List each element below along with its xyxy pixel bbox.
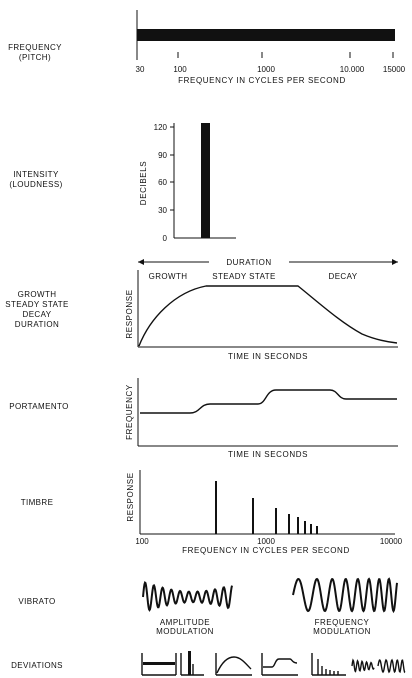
- timbre-tick-label: 1000: [257, 537, 275, 546]
- frequency-axis-label: FREQUENCY IN CYCLES PER SECOND: [178, 76, 346, 85]
- intensity-tick-label: 60: [158, 178, 167, 187]
- frequency-panel: 30 100 1000 10.000 15000 FREQUENCY IN CY…: [136, 10, 406, 85]
- frequency-tick-label: 10.000: [340, 65, 365, 74]
- deviation-glyph-partials: [311, 653, 346, 676]
- timbre-tick-label: 10000: [380, 537, 403, 546]
- portamento-time-label: TIME IN SECONDS: [228, 450, 308, 459]
- intensity-range-bar: [201, 123, 210, 238]
- growth-label-line: GROWTH: [17, 290, 57, 299]
- timbre-axis-label: RESPONSE: [126, 472, 135, 521]
- envelope-panel: DURATION GROWTH STEADY STATE DECAY RESPO…: [125, 258, 398, 361]
- envelope-axis-label: RESPONSE: [125, 289, 134, 338]
- steady-state-phase-label: STEADY STATE: [212, 272, 275, 281]
- deviation-glyph-am-wave: [351, 658, 375, 673]
- frequency-modulation-wave: [292, 577, 398, 614]
- vibrato-panel: AMPLITUDE MODULATION FREQUENCY MODULATIO…: [142, 577, 398, 636]
- intensity-label-line: (LOUDNESS): [9, 180, 63, 189]
- envelope-curve: [138, 285, 398, 347]
- frequency-tick-label: 30: [136, 65, 145, 74]
- duration-arrowhead-right: [392, 259, 398, 265]
- growth-label: GROWTH STEADY STATE DECAY DURATION: [2, 290, 72, 330]
- intensity-tick-label: 0: [163, 234, 168, 243]
- envelope-time-label: TIME IN SECONDS: [228, 352, 308, 361]
- duration-arrowhead-left: [138, 259, 144, 265]
- timbre-label: TIMBRE: [20, 498, 54, 507]
- growth-phase-label: GROWTH: [149, 272, 188, 281]
- frequency-tick-label: 15000: [383, 65, 406, 74]
- portamento-panel: FREQUENCY TIME IN SECONDS: [125, 378, 398, 459]
- deviation-glyph-envelope: [215, 653, 252, 676]
- deviation-glyph-fm-wave: [377, 658, 406, 674]
- frequency-label-line: (PITCH): [18, 53, 52, 62]
- timbre-panel: RESPONSE 100 1000 10000 FREQUENCY IN CYC…: [126, 470, 403, 555]
- duration-label: DURATION: [226, 258, 271, 267]
- frequency-modulation-label-line: MODULATION: [313, 627, 371, 636]
- deviation-glyph-impulse: [180, 651, 204, 676]
- frequency-label-line: FREQUENCY: [8, 43, 62, 52]
- portamento-axis-label: FREQUENCY: [125, 384, 134, 440]
- deviation-glyph-steady: [141, 653, 177, 676]
- timbre-axis-xlabel: FREQUENCY IN CYCLES PER SECOND: [182, 546, 350, 555]
- intensity-tick-label: 120: [154, 123, 168, 132]
- intensity-tick-label: 30: [158, 206, 167, 215]
- intensity-label: INTENSITY (LOUDNESS): [4, 170, 68, 190]
- intensity-label-line: INTENSITY: [13, 170, 59, 179]
- intensity-axis-label: DECIBELS: [139, 161, 148, 205]
- growth-label-line: DURATION: [14, 320, 60, 329]
- portamento-curve: [140, 389, 397, 414]
- growth-label-line: STEADY STATE: [5, 300, 69, 309]
- portamento-label: PORTAMENTO: [9, 402, 69, 411]
- growth-label-line: DECAY: [22, 310, 52, 319]
- intensity-panel: 120 90 60 30 0 DECIBELS: [139, 123, 236, 243]
- vibrato-label: VIBRATO: [18, 597, 56, 606]
- decay-phase-label: DECAY: [329, 272, 358, 281]
- deviations-panel: [141, 651, 406, 676]
- timbre-tick-label: 100: [135, 537, 149, 546]
- frequency-range-bar: [137, 29, 395, 41]
- amplitude-modulation-label-line: MODULATION: [156, 627, 214, 636]
- frequency-label: FREQUENCY (PITCH): [4, 43, 66, 63]
- frequency-tick-label: 100: [173, 65, 187, 74]
- amplitude-modulation-label-line: AMPLITUDE: [160, 618, 210, 627]
- intensity-tick-label: 90: [158, 151, 167, 160]
- frequency-tick-label: 1000: [257, 65, 275, 74]
- deviations-label: DEVIATIONS: [11, 661, 63, 670]
- amplitude-modulation-wave: [142, 581, 233, 612]
- deviation-glyph-pitch-step: [261, 653, 298, 676]
- frequency-modulation-label-line: FREQUENCY: [315, 618, 370, 627]
